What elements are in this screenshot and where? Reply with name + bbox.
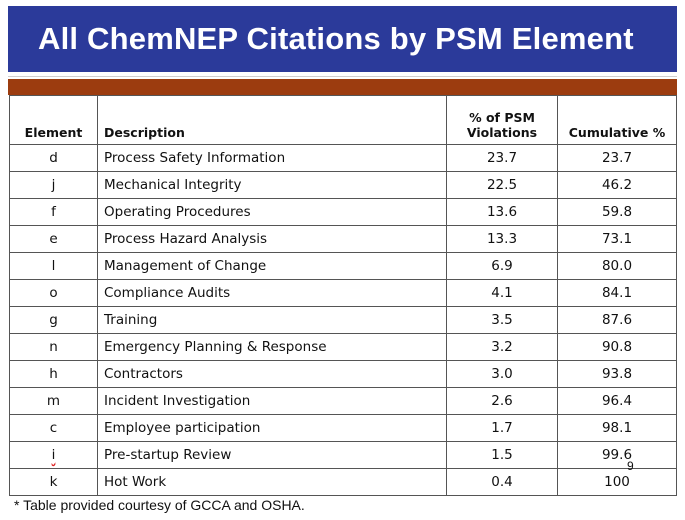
table-row: f Operating Procedures 13.6 59.8 — [9, 198, 677, 226]
cell-pct-violations: 1.5 — [446, 441, 558, 469]
cell-description: Process Hazard Analysis — [97, 225, 447, 253]
cell-pct-violations: 3.2 — [446, 333, 558, 361]
divider-line — [8, 76, 677, 77]
cell-element: l — [9, 252, 98, 280]
table-body: d Process Safety Information 23.7 23.7 j Mech… — [9, 144, 677, 496]
cell-element: d — [9, 144, 98, 172]
header-pct-line2: Violations — [466, 125, 538, 140]
accent-bar — [8, 79, 677, 95]
cell-element: m — [9, 387, 98, 415]
cell-element: e — [9, 225, 98, 253]
cell-cumulative: 84.1 — [557, 279, 677, 307]
cell-description: Contractors — [97, 360, 447, 388]
cell-element: k — [9, 468, 98, 496]
cell-pct-violations: 6.9 — [446, 252, 558, 280]
table-row: j Mechanical Integrity 22.5 46.2 — [9, 171, 677, 199]
header-pct-line1: % of PSM — [469, 110, 535, 125]
cell-pct-violations: 13.3 — [446, 225, 558, 253]
footnote: * Table provided courtesy of GCCA and OS… — [14, 497, 305, 513]
table-row: l Management of Change 6.9 80.0 — [9, 252, 677, 280]
cell-pct-violations: 22.5 — [446, 171, 558, 199]
cell-pct-violations: 3.5 — [446, 306, 558, 334]
table-row: e Process Hazard Analysis 13.3 73.1 — [9, 225, 677, 253]
cell-pct-violations: 13.6 — [446, 198, 558, 226]
cell-description: Pre-startup Review — [97, 441, 447, 469]
cell-element: j — [9, 171, 98, 199]
table-row: k Hot Work 0.4 100 — [9, 468, 677, 496]
table-row: o Compliance Audits 4.1 84.1 — [9, 279, 677, 307]
cell-element: i — [9, 441, 98, 469]
cell-cumulative: 59.8 — [557, 198, 677, 226]
page-number: 9 — [627, 459, 634, 473]
cell-cumulative: 73.1 — [557, 225, 677, 253]
cell-cumulative: 98.1 — [557, 414, 677, 442]
cell-pct-violations: 0.4 — [446, 468, 558, 496]
cell-description: Training — [97, 306, 447, 334]
header-cumulative: Cumulative % — [557, 95, 677, 145]
psm-citations-table: Element Description % of PSM Violations … — [9, 95, 677, 496]
cell-cumulative: 87.6 — [557, 306, 677, 334]
cell-pct-violations: 23.7 — [446, 144, 558, 172]
cell-description: Employee participation — [97, 414, 447, 442]
cell-description: Mechanical Integrity — [97, 171, 447, 199]
table-row: m Incident Investigation 2.6 96.4 — [9, 387, 677, 415]
table-row: i Pre-startup Review 1.5 99.6 — [9, 441, 677, 469]
table-row: h Contractors 3.0 93.8 — [9, 360, 677, 388]
header-element: Element — [9, 95, 98, 145]
cell-description: Emergency Planning & Response — [97, 333, 447, 361]
cell-cumulative: 93.8 — [557, 360, 677, 388]
cell-element: c — [9, 414, 98, 442]
cell-cumulative: 96.4 — [557, 387, 677, 415]
table-row: d Process Safety Information 23.7 23.7 — [9, 144, 677, 172]
cell-cumulative: 100 — [557, 468, 677, 496]
cell-pct-violations: 4.1 — [446, 279, 558, 307]
cell-cumulative: 99.6 — [557, 441, 677, 469]
cell-cumulative: 23.7 — [557, 144, 677, 172]
cell-element: h — [9, 360, 98, 388]
cell-pct-violations: 3.0 — [446, 360, 558, 388]
cell-description: Incident Investigation — [97, 387, 447, 415]
cell-description: Process Safety Information — [97, 144, 447, 172]
cell-pct-violations: 1.7 — [446, 414, 558, 442]
cell-element: o — [9, 279, 98, 307]
table-row: n Emergency Planning & Response 3.2 90.8 — [9, 333, 677, 361]
cell-element: f — [9, 198, 98, 226]
cell-description: Hot Work — [97, 468, 447, 496]
header-description: Description — [97, 95, 447, 145]
table-row: g Training 3.5 87.6 — [9, 306, 677, 334]
cell-pct-violations: 2.6 — [446, 387, 558, 415]
cell-element: n — [9, 333, 98, 361]
table-header-row: Element Description % of PSM Violations … — [9, 95, 677, 145]
cell-cumulative: 46.2 — [557, 171, 677, 199]
cell-description: Compliance Audits — [97, 279, 447, 307]
cell-element: g — [9, 306, 98, 334]
cell-cumulative: 80.0 — [557, 252, 677, 280]
slide-title: All ChemNEP Citations by PSM Element — [38, 21, 634, 56]
title-banner: All ChemNEP Citations by PSM Element — [8, 6, 677, 72]
header-pct-violations: % of PSM Violations — [446, 95, 558, 145]
cell-cumulative: 90.8 — [557, 333, 677, 361]
table-row: c Employee participation 1.7 98.1 — [9, 414, 677, 442]
cell-description: Operating Procedures — [97, 198, 447, 226]
cell-description: Management of Change — [97, 252, 447, 280]
